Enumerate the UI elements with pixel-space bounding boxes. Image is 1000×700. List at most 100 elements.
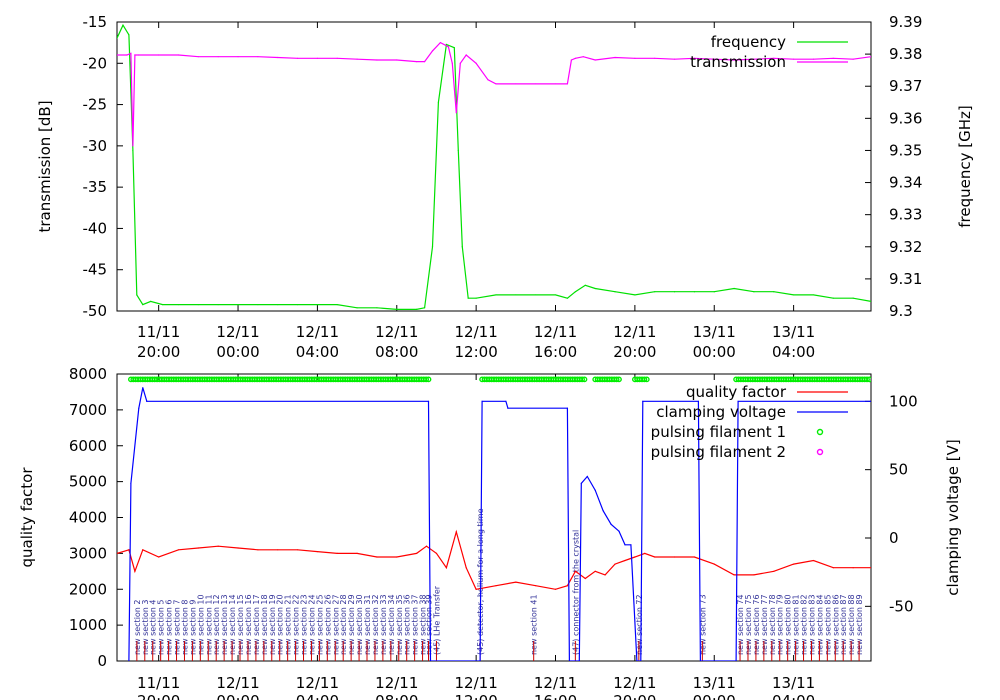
data-point: [870, 400, 871, 402]
data-point: [122, 24, 124, 26]
x-tick-day-label: 12/11: [375, 323, 418, 341]
data-point: [336, 57, 338, 59]
data-point: [574, 570, 576, 572]
data-point: [602, 510, 604, 512]
data-point: [138, 407, 140, 409]
data-point: [693, 291, 696, 293]
y-axis-label: transmission [dB]: [36, 100, 54, 232]
data-point: [437, 101, 440, 103]
data-point: [624, 559, 626, 562]
data-point: [431, 50, 434, 52]
pulsing-marker: [641, 376, 648, 383]
data-point: [423, 61, 426, 63]
data-point: [117, 552, 118, 554]
series-line-quality-factor: [117, 529, 871, 590]
x-tick-time-label: 20:00: [137, 343, 180, 361]
data-point: [673, 58, 676, 60]
section-annotation: new section 30: [355, 594, 364, 655]
data-point: [177, 303, 180, 306]
y-tick-label: -35: [83, 178, 108, 196]
data-point: [614, 291, 616, 293]
data-point: [852, 58, 854, 60]
data-point: [356, 552, 358, 554]
data-point: [257, 56, 259, 58]
data-point: [475, 588, 477, 590]
data-point: [396, 308, 398, 310]
data-point: [134, 570, 136, 572]
data-point: [158, 54, 160, 56]
x-tick-day-label: 12/11: [296, 323, 339, 341]
section-annotation: new section 76: [752, 594, 761, 655]
data-point: [812, 294, 815, 296]
legend-label: pulsing filament 2: [651, 443, 786, 461]
data-point: [697, 400, 699, 402]
data-point: [568, 660, 570, 661]
x-tick-time-label: 16:00: [534, 692, 577, 700]
data-point: [793, 294, 795, 296]
data-point: [138, 54, 140, 56]
pulsing-marker: [581, 376, 588, 383]
y-tick-label: -40: [83, 219, 108, 237]
x-tick-time-label: 12:00: [455, 343, 498, 361]
data-point: [495, 294, 497, 296]
data-point: [132, 145, 134, 147]
data-point: [356, 58, 358, 60]
section-annotation: new section 15: [236, 594, 245, 655]
data-point: [427, 400, 430, 402]
section-annotation: new section 5: [157, 599, 166, 655]
data-point: [793, 563, 795, 565]
data-point: [832, 57, 834, 59]
section-annotation: new section 34: [387, 594, 396, 655]
legend-label: quality factor: [686, 383, 787, 401]
x-tick-time-label: 00:00: [693, 343, 736, 361]
x-tick-day-label: 13/11: [693, 323, 736, 341]
data-point: [578, 660, 580, 661]
section-annotation: new section 4: [149, 599, 158, 655]
section-annotation: new section 24: [307, 594, 316, 655]
legend-label: frequency: [711, 33, 786, 51]
y2-tick-label: 9.32: [889, 238, 922, 256]
data-point: [336, 552, 338, 554]
data-point: [296, 549, 299, 551]
data-point: [793, 58, 795, 60]
legend-marker: [816, 428, 824, 436]
x-tick-day-label: 13/11: [693, 674, 736, 692]
y-tick-label: 8000: [69, 365, 107, 383]
y2-tick-label: 100: [889, 392, 918, 410]
data-point: [495, 83, 497, 85]
data-point: [515, 581, 517, 583]
data-point: [753, 574, 755, 576]
data-point: [507, 407, 509, 409]
data-point: [693, 556, 696, 558]
section-annotation: new section 87: [839, 594, 848, 655]
data-point: [505, 400, 507, 402]
section-annotation: new section 10: [196, 594, 205, 655]
plot-frame: [116, 21, 872, 312]
section-annotation: new section 25: [315, 594, 324, 655]
data-point: [654, 291, 656, 293]
data-point: [376, 307, 378, 309]
x-tick-time-label: 04:00: [296, 343, 339, 361]
data-point: [126, 54, 128, 56]
section-annotation: new section 13: [220, 594, 229, 655]
legend-label: pulsing filament 1: [651, 423, 786, 441]
data-point: [447, 46, 449, 48]
data-point: [693, 57, 696, 59]
y-tick-label: -50: [83, 302, 108, 320]
y-tick-label: 4000: [69, 509, 107, 527]
data-point: [416, 552, 418, 554]
data-point: [197, 547, 199, 549]
data-point: [673, 291, 676, 293]
data-point: [618, 530, 620, 532]
y2-tick-label: -50: [889, 597, 914, 615]
y2-tick-label: 9.38: [889, 45, 922, 63]
y-tick-label: 3000: [69, 544, 107, 562]
section-annotation: new section 26: [323, 594, 332, 655]
x-tick-time-label: 00:00: [693, 692, 736, 700]
section-annotation: new section 75: [744, 594, 753, 655]
pulsing-marker: [425, 376, 432, 383]
section-annotation: new section 35: [395, 594, 404, 655]
y2-tick-label: 9.34: [889, 174, 922, 192]
section-annotation: new section 11: [204, 594, 213, 655]
data-point: [296, 303, 299, 306]
